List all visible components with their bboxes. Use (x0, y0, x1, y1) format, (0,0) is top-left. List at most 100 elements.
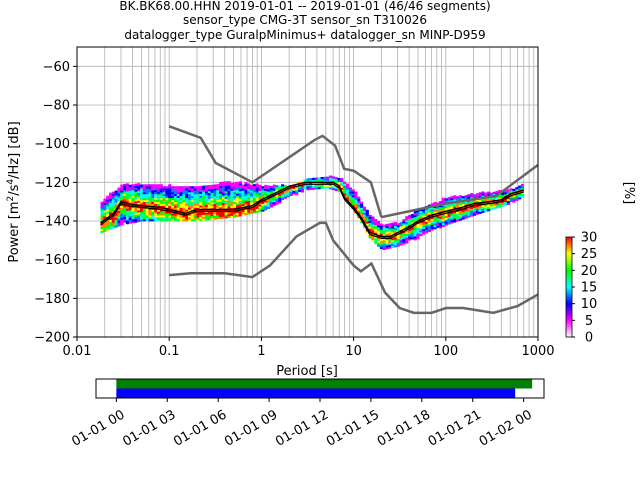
psd-cell (391, 243, 395, 247)
psd-cell (362, 206, 367, 209)
psd-cell (151, 192, 155, 195)
psd-cell (258, 198, 262, 201)
psd-cell (399, 222, 403, 225)
psd-cell (190, 203, 194, 206)
psd-cell (444, 206, 448, 209)
psd-cell (187, 188, 192, 191)
psd-cell (168, 219, 172, 222)
psd-cell (393, 229, 398, 232)
psd-cell (111, 224, 115, 227)
psd-cell (410, 217, 414, 221)
psd-cell (312, 179, 316, 182)
psd-cell (120, 205, 124, 209)
psd-cell (187, 205, 192, 208)
psd-cell (185, 201, 189, 204)
psd-cell (159, 219, 163, 222)
psd-cell (140, 194, 144, 197)
psd-cell (120, 219, 124, 222)
psd-cell (210, 202, 214, 205)
psd-cell (219, 207, 223, 210)
psd-cell (196, 219, 200, 222)
psd-cell (224, 198, 228, 201)
psd-cell (255, 197, 259, 200)
psd-cell (151, 190, 155, 193)
psd-cell (241, 200, 245, 203)
psd-cell (348, 195, 352, 198)
psd-cell (176, 188, 180, 191)
psd-cell (179, 186, 183, 189)
psd-cell (396, 225, 400, 228)
psd-cell (244, 195, 248, 198)
psd-cell (269, 197, 273, 200)
psd-cell (354, 197, 358, 200)
psd-cell (399, 239, 403, 242)
psd-cell (306, 182, 310, 185)
psd-cell (399, 226, 403, 229)
psd-cell (396, 226, 400, 230)
psd-cell (199, 216, 203, 220)
psd-cell (365, 213, 369, 216)
psd-cell (134, 201, 138, 204)
psd-cell (108, 198, 113, 201)
psd-cell (238, 190, 242, 194)
psd-cell (100, 230, 104, 233)
psd-cell (393, 245, 398, 248)
psd-cell (159, 193, 163, 197)
psd-cell (501, 194, 505, 198)
psd-cell (128, 221, 132, 224)
psd-cell (422, 215, 426, 218)
psd-cell (108, 194, 113, 197)
psd-cell (156, 207, 161, 210)
psd-cell (111, 197, 115, 200)
y-axis-label: Power [m2/s4/Hz] [dB] (6, 121, 22, 262)
psd-cell (484, 207, 488, 211)
psd-cell (391, 232, 395, 235)
psd-cell (441, 220, 446, 224)
psd-cell (379, 239, 383, 242)
psd-cell (103, 214, 107, 217)
psd-plot: 0.01 0.1 1 10 100 1000−200−180−160−140−120−10… (34, 46, 555, 359)
psd-cell (106, 211, 110, 214)
psd-cell (258, 190, 262, 193)
psd-cell (221, 181, 225, 184)
psd-cell (441, 209, 446, 212)
psd-cell (111, 216, 115, 219)
psd-cell (314, 177, 319, 180)
psd-cell (120, 201, 124, 205)
psd-cell (182, 192, 186, 195)
psd-cell (123, 210, 127, 214)
psd-cell (478, 211, 482, 214)
psd-cell (134, 218, 138, 221)
psd-cell (238, 187, 242, 190)
psd-cell (467, 194, 471, 197)
psd-cell (219, 216, 223, 219)
psd-cell (204, 212, 209, 215)
psd-cell (416, 213, 420, 217)
psd-cell (111, 193, 115, 196)
data-availability-bar (116, 379, 533, 389)
psd-cell (402, 240, 406, 243)
psd-cell (255, 191, 259, 194)
psd-cell (447, 206, 451, 210)
psd-cell (419, 214, 423, 217)
psd-cell (374, 234, 378, 237)
psd-cell (173, 192, 178, 195)
psd-cell (272, 196, 276, 199)
psd-cell (475, 200, 479, 204)
psd-cell (230, 194, 234, 197)
psd-cell (467, 211, 471, 214)
psd-cell (309, 181, 313, 185)
psd-cell (216, 201, 220, 204)
psd-cell (176, 217, 180, 220)
psd-cell (396, 242, 400, 245)
psd-cell (199, 211, 203, 214)
psd-cell (216, 217, 220, 220)
psd-cell (303, 187, 307, 190)
psd-cell (120, 221, 124, 224)
psd-cell (264, 188, 268, 191)
psd-cell (453, 210, 457, 213)
psd-cell (204, 196, 209, 200)
psd-cell (221, 206, 225, 210)
psd-cell (298, 187, 302, 191)
psd-cell (196, 213, 200, 216)
